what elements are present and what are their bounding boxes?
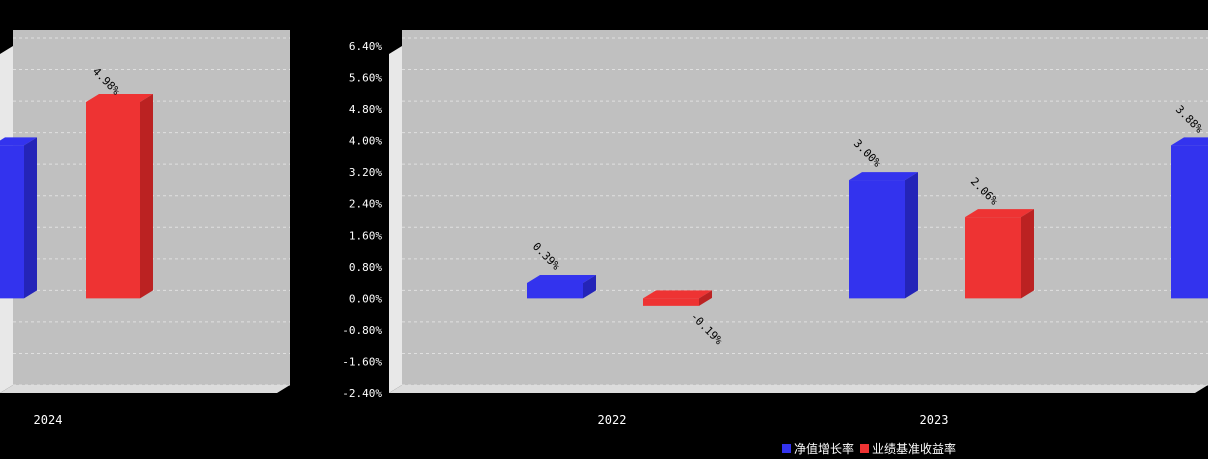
- legend-swatch-blue: [782, 443, 791, 453]
- right-x-tick-label: 2022: [598, 413, 627, 427]
- right-panel-plot-area: [402, 30, 1208, 385]
- right-bar-benchmark-2022-side: [699, 290, 712, 306]
- y-tick-label: -0.80%: [342, 324, 382, 337]
- legend-label-nav-growth: 净值增长率: [794, 441, 855, 456]
- legend-item-nav-growth: 净值增长率: [782, 440, 854, 457]
- left-bar-nav-2024-side: [24, 137, 37, 299]
- right-bar-benchmark-2023-front: [965, 217, 1021, 299]
- left-bar-benchmark-2024-top: [86, 93, 153, 102]
- left-bar-nav-2024-front: [0, 145, 24, 299]
- right-bar-benchmark-2023-side: [1021, 209, 1034, 299]
- y-tick-label: 2.40%: [349, 198, 382, 211]
- right-bar-nav-2024-top: [1171, 137, 1208, 146]
- left-bar-nav-2024-top: [0, 137, 37, 146]
- right-bar-benchmark-2023-top: [965, 209, 1034, 218]
- y-tick-label: 4.00%: [349, 135, 382, 148]
- y-tick-label: -2.40%: [342, 387, 382, 400]
- left-x-tick-label: 2024: [34, 413, 63, 427]
- y-tick-label: 0.00%: [349, 292, 382, 305]
- right-x-tick-label: 2023: [920, 413, 949, 427]
- right-bar-nav-2023-front: [849, 180, 905, 299]
- legend: 净值增长率 业绩基准收益率: [782, 440, 962, 456]
- right-bar-nav-2023-top: [849, 172, 918, 181]
- y-tick-label: -1.60%: [342, 355, 382, 368]
- left-panel-floor: [0, 385, 290, 393]
- right-panel-side-wall: [389, 46, 402, 393]
- y-tick-label: 0.80%: [349, 261, 382, 274]
- y-tick-label: 3.20%: [349, 166, 382, 179]
- right-panel-floor: [389, 385, 1208, 393]
- right-bar-nav-2022-side: [583, 274, 596, 299]
- right-bar-nav-2022-top: [527, 274, 596, 283]
- right-bar-nav-2023-side: [905, 172, 918, 299]
- legend-swatch-red: [860, 443, 870, 453]
- left-bar-benchmark-2024-front: [86, 101, 140, 299]
- y-tick-label: 1.60%: [349, 229, 382, 242]
- y-tick-label: 6.40%: [349, 40, 382, 53]
- legend-item-benchmark: 业绩基准收益率: [860, 440, 956, 457]
- y-tick-label: 4.80%: [349, 103, 382, 116]
- right-bar-benchmark-2022-front: [643, 298, 699, 306]
- legend-label-benchmark: 业绩基准收益率: [872, 441, 957, 456]
- right-bar-nav-2024-front: [1171, 145, 1208, 299]
- right-bar-nav-2022-front: [527, 282, 583, 299]
- y-tick-label: 5.60%: [349, 72, 382, 85]
- left-bar-benchmark-2024-side: [140, 93, 153, 299]
- right-bar-benchmark-2022-top: [643, 290, 712, 299]
